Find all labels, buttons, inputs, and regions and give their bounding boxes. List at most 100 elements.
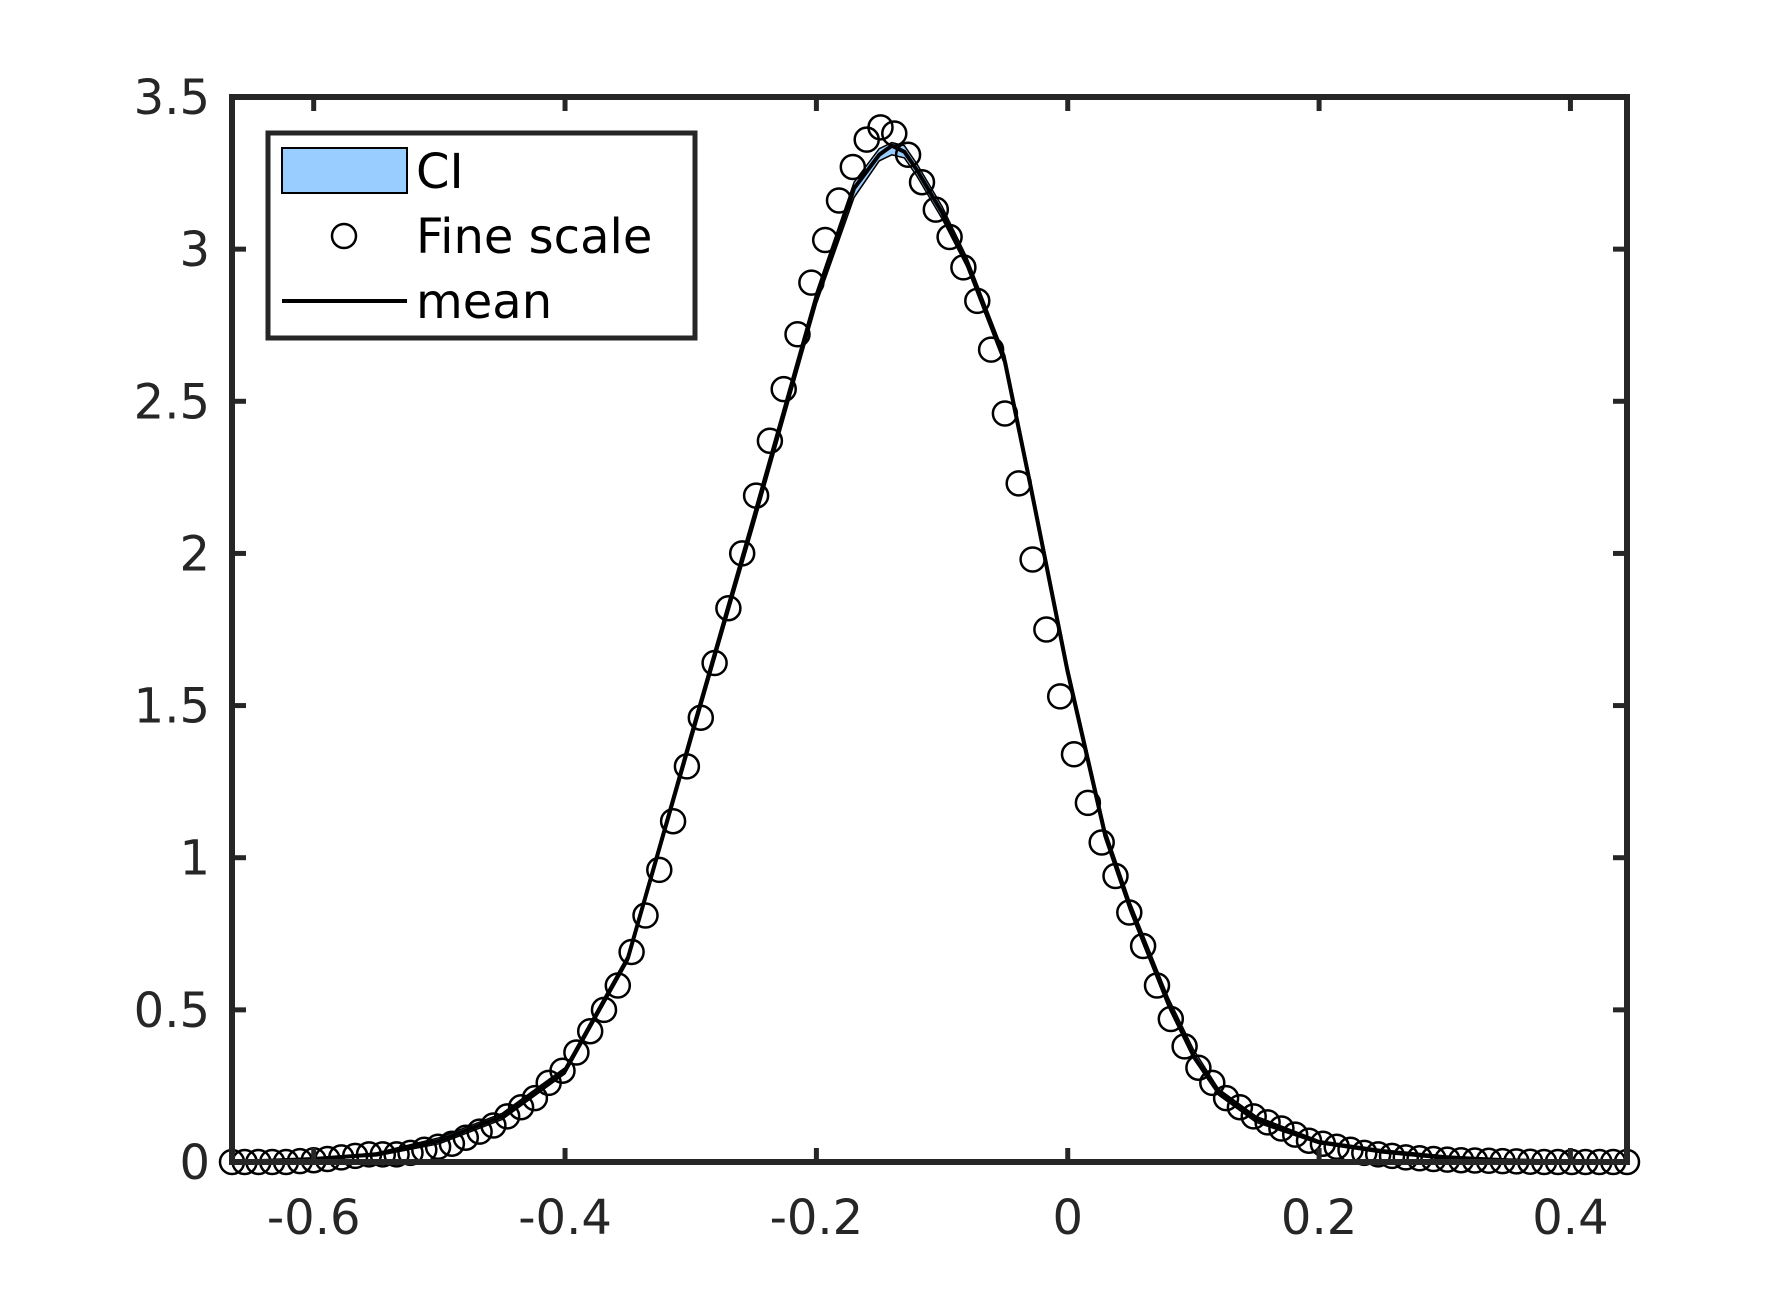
fine-scale-point [563, 1039, 590, 1066]
fine-scale-point [1116, 899, 1143, 926]
y-tick-label: 0.5 [134, 983, 210, 1039]
fine-scale-point [493, 1103, 521, 1130]
fine-scale-point [438, 1130, 466, 1157]
fine-scale-point [480, 1112, 507, 1139]
fine-scale-point [576, 1017, 604, 1045]
legend-ci-label: CI [416, 144, 464, 200]
fine-scale-point [1268, 1115, 1295, 1142]
y-tick-label: 0 [179, 1135, 210, 1191]
fine-scale-point [1088, 829, 1115, 856]
fine-scale-point [1129, 932, 1157, 960]
fine-scale-point [784, 321, 811, 348]
fine-scale-point [1033, 616, 1060, 643]
fine-scale-point [466, 1118, 493, 1145]
fine-scale-point [1254, 1109, 1281, 1136]
x-tick-label: -0.2 [770, 1190, 864, 1246]
fine-scale-point [424, 1133, 452, 1161]
fine-scale-point [1102, 862, 1129, 890]
fine-scale-point [1309, 1130, 1337, 1157]
fine-scale-point [1143, 972, 1171, 999]
fine-scale-point [1281, 1121, 1309, 1148]
fine-scale-point [632, 902, 659, 929]
fine-scale-point [825, 187, 853, 214]
fine-scale-point [1406, 1145, 1433, 1172]
y-tick-label: 2 [179, 526, 210, 582]
fine-scale-point [1060, 741, 1088, 768]
y-axis-ticks: 0 0.5 1 1.5 2 2.5 3 3.5 [134, 70, 1627, 1191]
legend-fine-scale-label: Fine scale [416, 209, 652, 265]
fine-scale-point [507, 1093, 535, 1121]
fine-scale-point [867, 114, 894, 141]
x-tick-label: -0.6 [267, 1190, 361, 1246]
fine-scale-point [383, 1141, 410, 1168]
y-tick-label: 3.5 [134, 70, 210, 126]
fine-scale-point [756, 427, 784, 455]
fine-scale-point [881, 120, 908, 147]
axes-box [229, 94, 1630, 1165]
fine-scale-point [1323, 1133, 1350, 1161]
fine-scale-point [355, 1141, 383, 1168]
fine-scale-point [1378, 1142, 1406, 1170]
fine-scale-point [521, 1084, 549, 1112]
fine-scale-point [341, 1142, 369, 1170]
fine-scale-point [839, 153, 867, 181]
y-tick-label: 1 [179, 831, 210, 887]
fine-scale-point [1171, 1033, 1198, 1060]
fine-scale-point [950, 254, 977, 281]
fine-scale-point [549, 1057, 576, 1084]
fine-scale-point [1157, 1005, 1185, 1033]
fine-scale-markers [218, 114, 1641, 1176]
x-tick-label: 0.2 [1281, 1190, 1357, 1246]
fine-scale-point [604, 972, 632, 999]
fine-scale-point [1185, 1054, 1212, 1081]
fine-scale-point [646, 856, 673, 884]
fine-scale-point [590, 996, 618, 1024]
fine-scale-point [894, 141, 922, 169]
fine-scale-point [673, 753, 701, 780]
fine-scale-point [728, 540, 756, 567]
fine-scale-point [1364, 1141, 1392, 1168]
fine-scale-point [1046, 683, 1074, 710]
fine-scale-point [687, 704, 715, 731]
fine-scale-point [1240, 1103, 1267, 1130]
x-tick-label: -0.4 [518, 1190, 612, 1246]
fine-scale-point [936, 223, 963, 251]
legend-ci-swatch [281, 147, 408, 194]
fine-scale-point [715, 594, 742, 622]
fine-scale-point [1295, 1127, 1323, 1154]
legend-fine-scale-marker [330, 222, 358, 250]
fine-scale-point [328, 1144, 355, 1171]
fine-scale-point [701, 649, 728, 677]
fine-scale-point [977, 336, 1005, 363]
fine-scale-point [742, 482, 770, 509]
fine-scale-point [1019, 546, 1046, 573]
fine-scale-point [1199, 1069, 1226, 1097]
fine-scale-point [1074, 789, 1102, 817]
fine-scale-point [922, 196, 950, 223]
fine-scale-point [770, 375, 797, 403]
fine-scale-point [659, 807, 687, 835]
fine-scale-point [618, 938, 645, 966]
fine-scale-point [811, 226, 839, 254]
mean-line [231, 143, 1628, 1164]
x-axis-ticks: -0.6 -0.4 -0.2 0 0.2 0.4 [267, 97, 1609, 1246]
fine-scale-point [369, 1141, 397, 1168]
fine-scale-point [1212, 1084, 1240, 1112]
fine-scale-point [452, 1124, 480, 1151]
x-tick-label: 0 [1052, 1190, 1083, 1246]
fine-scale-point [991, 400, 1019, 427]
legend-mean-label: mean [416, 274, 552, 330]
mean-line-layer [231, 143, 1628, 1164]
fine-scale-point [908, 168, 936, 196]
fine-scale-point [1226, 1093, 1254, 1121]
legend: CI Fine scale mean [265, 130, 698, 341]
fine-scale-point [964, 287, 991, 315]
fine-scale-point [1005, 470, 1032, 497]
y-tick-label: 3 [179, 222, 210, 278]
x-tick-label: 0.4 [1532, 1190, 1608, 1246]
fine-scale-point [798, 269, 825, 296]
y-tick-label: 1.5 [134, 679, 210, 735]
fine-scale-point [1392, 1144, 1420, 1171]
y-tick-label: 2.5 [134, 374, 210, 430]
